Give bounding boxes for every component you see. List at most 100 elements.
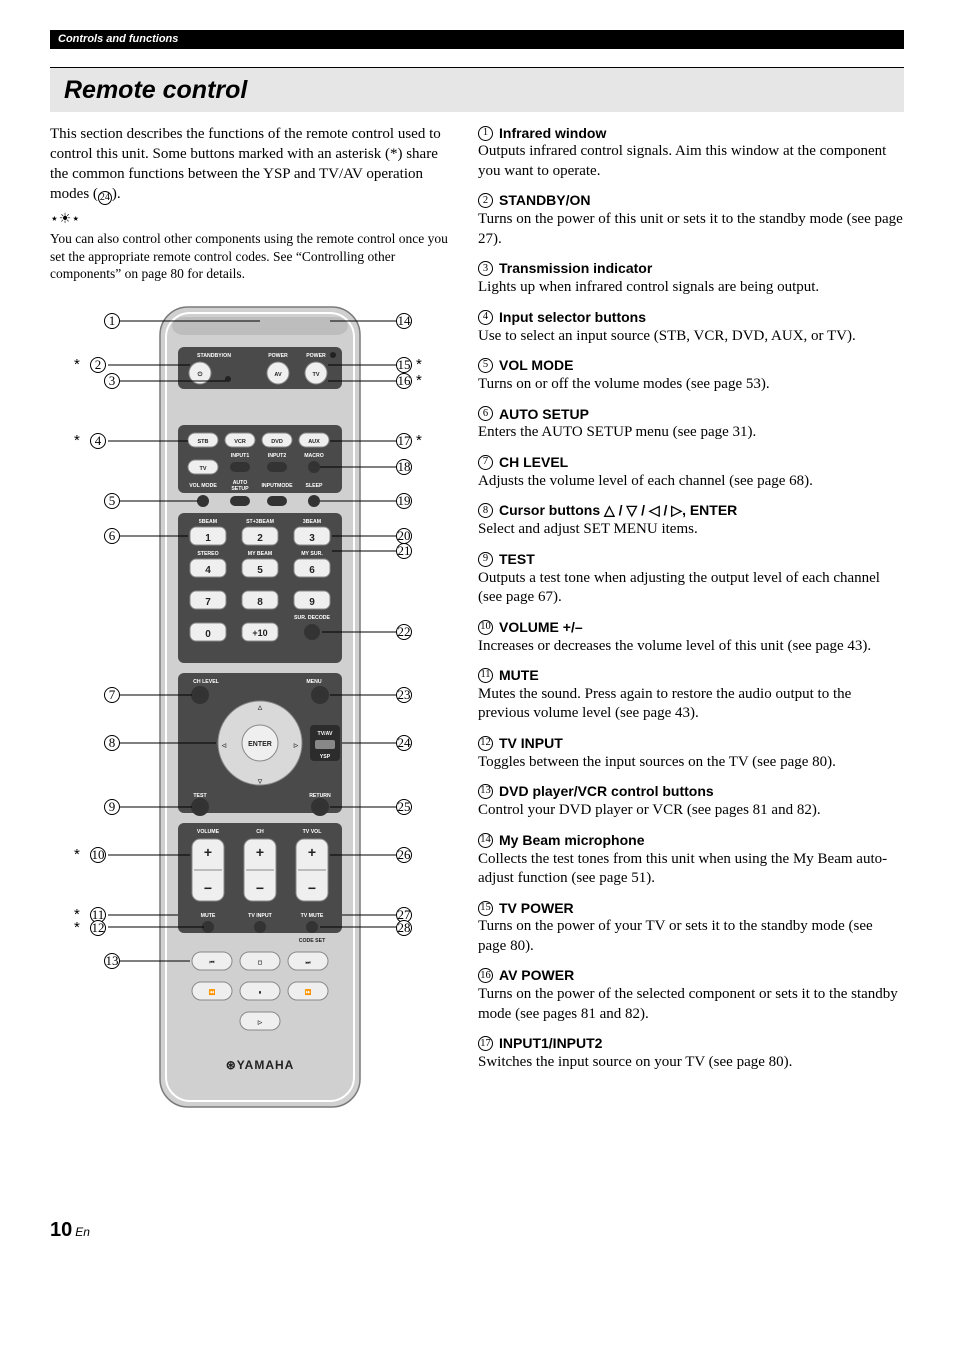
svg-text:YSP: YSP	[320, 754, 331, 760]
svg-text:⏩: ⏩	[305, 989, 312, 996]
callout-14: 14	[396, 313, 412, 329]
item-15: 15TV POWERTurns on the power of your TV …	[478, 899, 904, 957]
callout-12: 12	[90, 920, 106, 936]
item-body-7: Adjusts the volume level of each channel…	[478, 472, 904, 492]
svg-text:AUX: AUX	[308, 439, 320, 445]
inline-ref-24: 24	[98, 191, 112, 205]
item-number-4: 4	[478, 310, 493, 325]
item-5: 5VOL MODETurns on or off the volume mode…	[478, 356, 904, 394]
star-15: *	[416, 359, 422, 371]
item-head-12: 12TV INPUT	[478, 734, 904, 753]
callout-25: 25	[396, 799, 412, 815]
item-head-17: 17INPUT1/INPUT2	[478, 1034, 904, 1053]
item-body-5: Turns on or off the volume modes (see pa…	[478, 375, 904, 395]
callout-17: 17	[396, 433, 412, 449]
item-8: 8Cursor buttons △ / ▽ / ◁ / ▷, ENTERSele…	[478, 501, 904, 539]
item-body-2: Turns on the power of this unit or sets …	[478, 210, 904, 249]
svg-text:AV: AV	[274, 372, 282, 378]
item-number-17: 17	[478, 1036, 493, 1051]
item-body-4: Use to select an input source (STB, VCR,…	[478, 327, 904, 347]
svg-text:TV INPUT: TV INPUT	[248, 913, 272, 919]
svg-text:MENU: MENU	[306, 679, 322, 685]
svg-text:9: 9	[309, 597, 315, 608]
page-title: Remote control	[64, 74, 890, 108]
item-body-12: Toggles between the input sources on the…	[478, 753, 904, 773]
svg-text:MUTE: MUTE	[201, 913, 216, 919]
item-9: 9TESTOutputs a test tone when adjusting …	[478, 550, 904, 608]
svg-text:5: 5	[257, 565, 263, 576]
item-2: 2STANDBY/ONTurns on the power of this un…	[478, 191, 904, 249]
item-17: 17INPUT1/INPUT2Switches the input source…	[478, 1034, 904, 1072]
star-2: *	[74, 359, 80, 371]
svg-text:INPUT2: INPUT2	[268, 453, 287, 459]
svg-text:TV: TV	[199, 466, 206, 472]
item-number-6: 6	[478, 406, 493, 421]
item-head-16: 16AV POWER	[478, 966, 904, 985]
svg-text:−: −	[308, 880, 316, 896]
svg-text:ST+3BEAM: ST+3BEAM	[246, 519, 274, 525]
callout-20: 20	[396, 528, 412, 544]
svg-text:TV VOL: TV VOL	[303, 829, 323, 835]
remote-diagram: STANDBY/ON POWER POWER ⏻ AV TV	[60, 297, 440, 1177]
item-title-14: My Beam microphone	[499, 831, 644, 850]
item-3: 3Transmission indicatorLights up when in…	[478, 259, 904, 297]
item-head-6: 6AUTO SETUP	[478, 405, 904, 424]
item-head-1: 1Infrared window	[478, 124, 904, 143]
item-body-13: Control your DVD player or VCR (see page…	[478, 801, 904, 821]
svg-text:MY BEAM: MY BEAM	[248, 551, 272, 557]
item-number-13: 13	[478, 784, 493, 799]
item-title-2: STANDBY/ON	[499, 191, 591, 210]
item-title-4: Input selector buttons	[499, 308, 646, 327]
item-14: 14My Beam microphoneCollects the test to…	[478, 831, 904, 889]
item-title-7: CH LEVEL	[499, 453, 568, 472]
svg-text:DVD: DVD	[271, 439, 283, 445]
svg-text:TV MUTE: TV MUTE	[301, 913, 324, 919]
svg-text:⏪: ⏪	[209, 989, 216, 996]
callout-6: 6	[104, 528, 120, 544]
svg-text:3BEAM: 3BEAM	[303, 519, 321, 525]
item-number-8: 8	[478, 503, 493, 518]
item-number-15: 15	[478, 901, 493, 916]
callout-5: 5	[104, 493, 120, 509]
callout-13: 13	[104, 953, 120, 969]
svg-text:MY SUR.: MY SUR.	[301, 551, 323, 557]
svg-text:5BEAM: 5BEAM	[199, 519, 217, 525]
svg-text:0: 0	[205, 629, 211, 640]
item-number-11: 11	[478, 668, 493, 683]
svg-text:◻: ◻	[258, 960, 263, 966]
item-body-11: Mutes the sound. Press again to restore …	[478, 685, 904, 724]
svg-text:◁: ◁	[221, 742, 227, 749]
item-number-10: 10	[478, 620, 493, 635]
callout-22: 22	[396, 624, 412, 640]
svg-text:SETUP: SETUP	[231, 486, 249, 492]
item-title-9: TEST	[499, 550, 535, 569]
item-body-9: Outputs a test tone when adjusting the o…	[478, 569, 904, 608]
svg-text:4: 4	[205, 565, 211, 576]
callout-28: 28	[396, 920, 412, 936]
item-head-11: 11MUTE	[478, 666, 904, 685]
callout-23: 23	[396, 687, 412, 703]
svg-text:VOLUME: VOLUME	[197, 829, 220, 835]
svg-text:+10: +10	[252, 628, 267, 638]
svg-text:+: +	[256, 844, 264, 860]
svg-text:−: −	[256, 880, 264, 896]
section-header: Controls and functions	[50, 30, 904, 49]
svg-text:8: 8	[257, 597, 263, 608]
callout-21: 21	[396, 543, 412, 559]
svg-text:CH LEVEL: CH LEVEL	[193, 679, 219, 685]
svg-text:▷: ▷	[293, 742, 299, 749]
svg-text:STANDBY/ON: STANDBY/ON	[197, 353, 231, 359]
item-number-14: 14	[478, 833, 493, 848]
item-body-6: Enters the AUTO SETUP menu (see page 31)…	[478, 423, 904, 443]
svg-text:−: −	[204, 880, 212, 896]
item-title-3: Transmission indicator	[499, 259, 652, 278]
callout-26: 26	[396, 847, 412, 863]
item-head-2: 2STANDBY/ON	[478, 191, 904, 210]
svg-text:⏭: ⏭	[306, 960, 311, 966]
svg-text:⏻: ⏻	[198, 371, 203, 378]
svg-text:VCR: VCR	[234, 439, 246, 445]
svg-text:SLEEP: SLEEP	[305, 483, 323, 489]
callout-10: 10	[90, 847, 106, 863]
item-10: 10VOLUME +/–Increases or decreases the v…	[478, 618, 904, 656]
callout-2: 2	[90, 357, 106, 373]
